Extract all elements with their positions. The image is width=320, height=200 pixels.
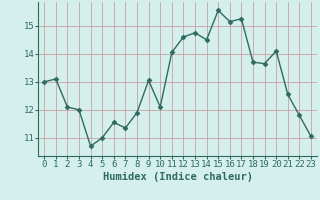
X-axis label: Humidex (Indice chaleur): Humidex (Indice chaleur) <box>103 172 252 182</box>
